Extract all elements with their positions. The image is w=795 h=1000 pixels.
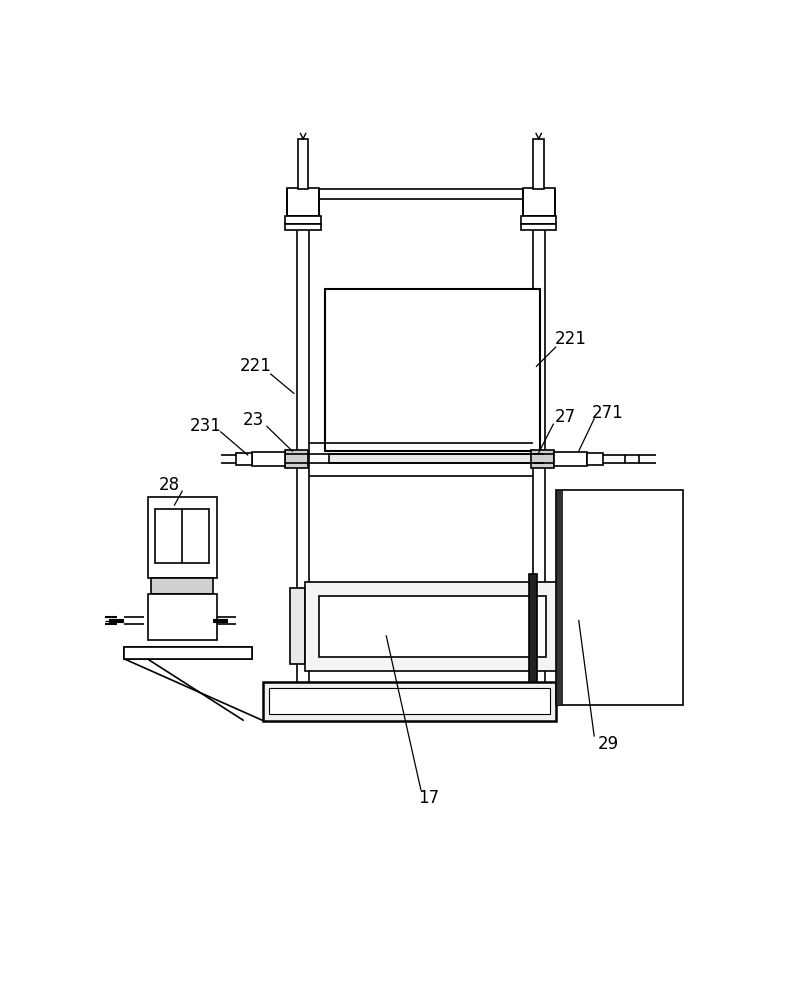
Text: 27: 27 — [555, 408, 576, 426]
Text: 221: 221 — [239, 357, 271, 375]
Bar — [290, 588, 305, 664]
Bar — [588, 453, 603, 465]
Bar — [533, 139, 544, 189]
Bar — [320, 596, 545, 657]
Bar — [285, 224, 321, 230]
Bar — [285, 216, 321, 224]
Bar — [625, 455, 639, 463]
Text: 23: 23 — [243, 411, 265, 429]
Bar — [125, 647, 251, 659]
Bar — [297, 139, 308, 189]
Bar — [531, 450, 554, 468]
Bar — [324, 289, 541, 451]
Text: 28: 28 — [158, 476, 180, 494]
Bar — [287, 188, 320, 216]
Bar — [155, 509, 209, 563]
Bar — [285, 450, 308, 468]
Bar — [270, 688, 549, 714]
Bar — [556, 490, 562, 705]
Bar — [554, 452, 588, 466]
Text: 17: 17 — [418, 789, 439, 807]
Bar — [556, 490, 683, 705]
Text: 29: 29 — [598, 735, 619, 753]
Bar — [125, 647, 251, 659]
Text: 221: 221 — [555, 330, 587, 348]
Bar — [148, 497, 217, 578]
Bar — [236, 453, 251, 465]
Bar — [263, 682, 556, 721]
Bar — [148, 594, 217, 640]
Bar — [560, 588, 575, 664]
Bar — [521, 224, 556, 230]
Bar — [151, 578, 213, 594]
Bar — [328, 454, 544, 463]
Text: 271: 271 — [592, 404, 624, 422]
Bar — [251, 452, 285, 466]
Bar — [522, 188, 555, 216]
Bar — [521, 216, 556, 224]
Bar — [529, 574, 537, 686]
Text: 231: 231 — [189, 417, 221, 435]
Bar — [305, 582, 560, 671]
